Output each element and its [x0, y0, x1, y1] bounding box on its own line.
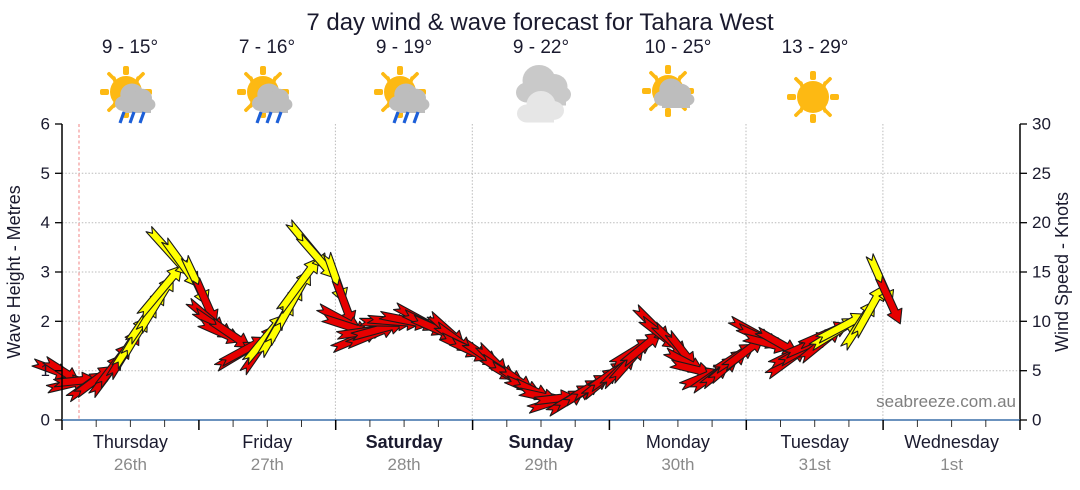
- svg-text:27th: 27th: [251, 455, 284, 474]
- svg-text:2: 2: [41, 312, 50, 331]
- svg-text:10 - 25°: 10 - 25°: [645, 37, 712, 58]
- svg-text:5: 5: [1032, 361, 1041, 380]
- svg-text:30th: 30th: [661, 455, 694, 474]
- svg-text:Monday: Monday: [646, 432, 710, 452]
- svg-text:0: 0: [1032, 411, 1041, 430]
- svg-text:4: 4: [41, 213, 50, 232]
- svg-text:31st: 31st: [799, 455, 831, 474]
- svg-text:Saturday: Saturday: [366, 432, 443, 452]
- svg-text:Wave Height - Metres: Wave Height - Metres: [4, 185, 24, 358]
- svg-text:7 - 16°: 7 - 16°: [239, 37, 295, 58]
- svg-text:Thursday: Thursday: [93, 432, 168, 452]
- svg-text:5: 5: [41, 164, 50, 183]
- svg-text:28th: 28th: [388, 455, 421, 474]
- svg-text:25: 25: [1032, 164, 1051, 183]
- svg-text:20: 20: [1032, 213, 1051, 232]
- svg-text:10: 10: [1032, 312, 1051, 331]
- svg-text:30: 30: [1032, 115, 1051, 134]
- svg-text:6: 6: [41, 115, 50, 134]
- svg-text:Friday: Friday: [242, 432, 292, 452]
- svg-text:9 - 19°: 9 - 19°: [376, 37, 432, 58]
- svg-text:3: 3: [41, 263, 50, 282]
- svg-text:26th: 26th: [114, 455, 147, 474]
- svg-text:Wednesday: Wednesday: [904, 432, 999, 452]
- svg-text:15: 15: [1032, 263, 1051, 282]
- svg-text:7 day wind & wave forecast for: 7 day wind & wave forecast for Tahara We…: [306, 9, 774, 36]
- svg-text:Tuesday: Tuesday: [781, 432, 849, 452]
- svg-text:1st: 1st: [940, 455, 963, 474]
- svg-text:13 - 29°: 13 - 29°: [782, 37, 849, 58]
- svg-text:seabreeze.com.au: seabreeze.com.au: [876, 392, 1016, 411]
- svg-text:Sunday: Sunday: [508, 432, 573, 452]
- svg-text:9 - 15°: 9 - 15°: [102, 37, 158, 58]
- svg-text:9 - 22°: 9 - 22°: [513, 37, 569, 58]
- svg-text:1: 1: [41, 361, 50, 380]
- svg-text:Wind Speed - Knots: Wind Speed - Knots: [1052, 192, 1072, 352]
- svg-text:29th: 29th: [524, 455, 557, 474]
- svg-text:0: 0: [41, 411, 50, 430]
